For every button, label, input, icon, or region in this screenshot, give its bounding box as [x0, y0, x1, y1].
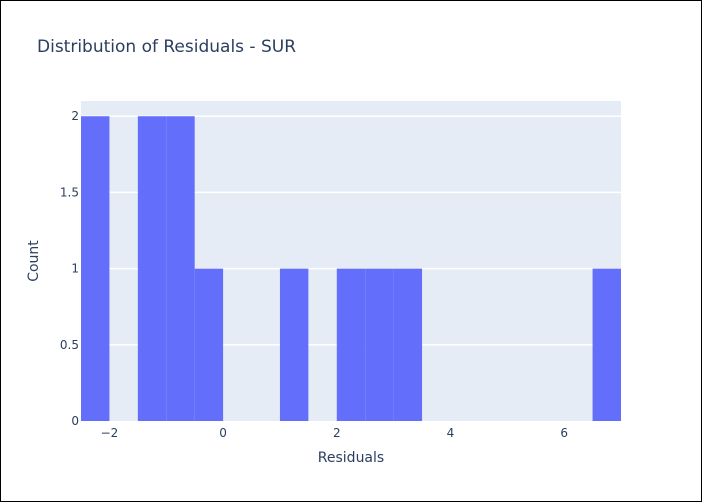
histogram-bar-6: [365, 268, 394, 421]
y-tick-label-4: 2: [71, 109, 79, 123]
y-tick-labels: 0 0.5 1 1.5 2: [60, 109, 79, 428]
histogram-bar-4: [279, 268, 309, 421]
histogram-bar-2: [166, 116, 195, 421]
x-tick-labels: −2 0 2 4 6: [101, 426, 568, 440]
y-tick-label-3: 1.5: [60, 185, 79, 199]
x-axis-title: Residuals: [318, 450, 384, 466]
x-tick-label-3: 4: [447, 426, 455, 440]
histogram-bar-3: [194, 268, 224, 421]
bars: [81, 116, 621, 421]
x-tick-label-2: 2: [333, 426, 341, 440]
y-tick-label-0: 0: [71, 414, 79, 428]
x-tick-label-0: −2: [101, 426, 119, 440]
histogram-bar-8: [592, 268, 621, 421]
histogram-bar-7: [393, 268, 423, 421]
y-tick-label-2: 1: [71, 262, 79, 276]
histogram-bar-0: [81, 116, 110, 421]
y-tick-label-1: 0.5: [60, 338, 79, 352]
x-tick-label-1: 0: [219, 426, 227, 440]
x-tick-label-4: 6: [560, 426, 568, 440]
y-axis-title: Count: [26, 240, 42, 282]
chart-title: Distribution of Residuals - SUR: [37, 37, 296, 57]
histogram-bar-5: [336, 268, 366, 421]
histogram-bar-1: [137, 116, 167, 421]
